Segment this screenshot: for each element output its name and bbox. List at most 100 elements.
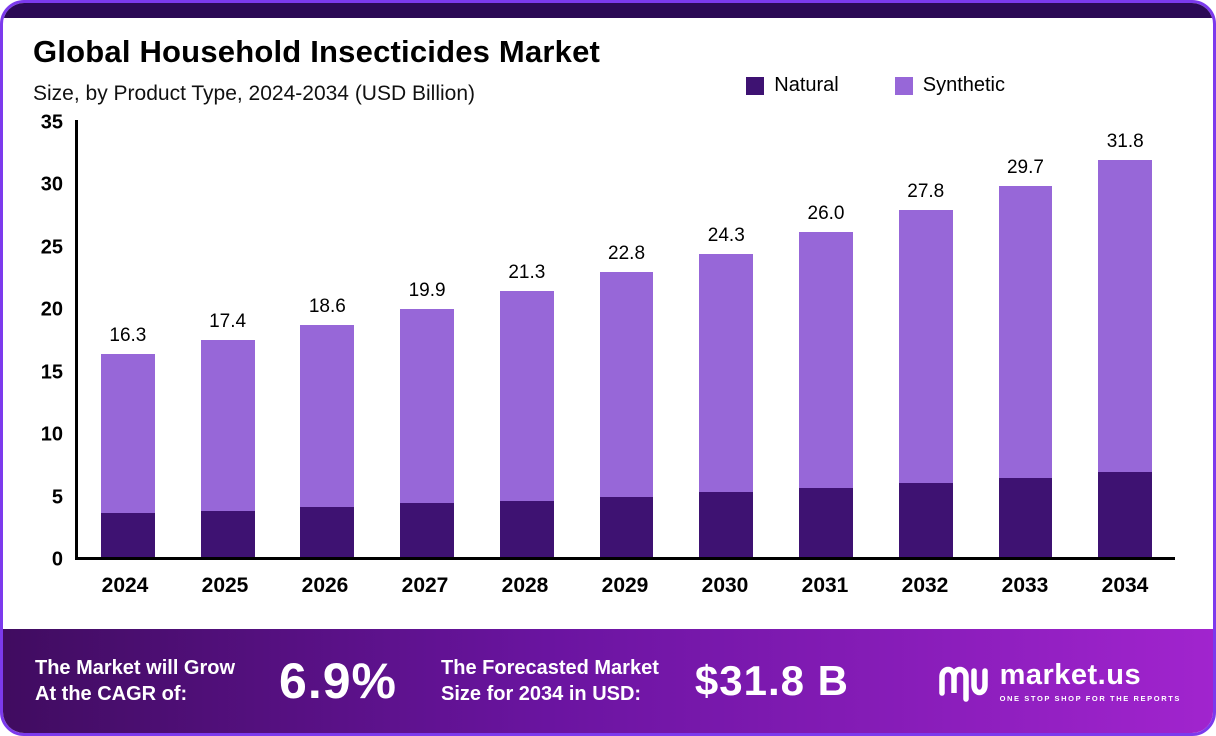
stacked-bar [799, 232, 853, 557]
plot-area: 16.3 17.4 18.6 19.9 21.3 22.8 24.3 26.0 27.8 29.7… [75, 120, 1175, 560]
bar-segment-synthetic [998, 186, 1053, 479]
legend-label-synthetic: Synthetic [922, 74, 1005, 96]
stacked-bar [998, 186, 1053, 557]
bar-segment-natural [799, 488, 853, 557]
legend-swatch-natural-icon [746, 76, 765, 95]
bar-segment-natural [200, 510, 255, 557]
x-axis-year-label: 2033 [1001, 574, 1049, 597]
bar-group: 24.3 [676, 120, 776, 557]
bar-group: 26.0 [776, 120, 876, 557]
cagr-value: 6.9% [279, 653, 398, 709]
bar-group: 19.9 [377, 120, 477, 557]
x-axis-year-label: 2030 [701, 574, 749, 597]
y-axis-tick-label: 15 [40, 361, 63, 384]
x-axis-year-label: 2031 [801, 574, 849, 597]
y-axis-tick-label: 30 [40, 173, 63, 196]
footer-banner: The Market will Grow At the CAGR of: 6.9… [3, 629, 1213, 733]
page-title: Global Household Insecticides Market [33, 34, 601, 69]
bar-group: 29.7 [976, 120, 1076, 557]
brand-text: market.us ONE STOP SHOP FOR THE REPORTS [1000, 659, 1181, 703]
bar-group: 18.6 [277, 120, 377, 557]
forecast-value: $31.8 B [694, 657, 849, 704]
brand-tagline: ONE STOP SHOP FOR THE REPORTS [999, 694, 1181, 703]
bar-group: 31.8 [1075, 120, 1175, 557]
x-axis-year-label: 2029 [601, 574, 649, 597]
bar-segment-synthetic [100, 353, 155, 514]
brand-name: market.us [999, 659, 1142, 691]
stacked-bar [1098, 159, 1153, 557]
y-axis-tick-label: 10 [40, 423, 63, 446]
bar-segment-synthetic [200, 339, 255, 511]
x-axis: 2024 2025 2026 2027 2028 2029 2030 2031 2032 2033… [3, 574, 1213, 598]
bar-segment-synthetic [499, 291, 554, 501]
bar-chart: 0 5 10 15 20 25 30 35 16.3 17.4 18.6 19.9 21.3 22.8 2… [3, 106, 1213, 571]
page-subtitle: Size, by Product Type, 2024-2034 (USD Bi… [33, 82, 476, 105]
bar-segment-natural [1098, 472, 1153, 557]
bar-segment-natural [499, 500, 554, 557]
cagr-label-line2: At the CAGR of: [35, 683, 188, 705]
bar-group: 22.8 [577, 120, 677, 557]
top-strip [3, 3, 1213, 18]
y-axis-tick-label: 5 [51, 486, 63, 509]
bar-group: 17.4 [178, 120, 278, 557]
bar-group: 21.3 [477, 120, 577, 557]
stacked-bar [300, 324, 355, 557]
y-axis-tick-label: 20 [40, 298, 63, 321]
bar-total-label: 26.0 [807, 203, 845, 225]
bar-total-label: 24.3 [707, 224, 745, 246]
bar-group: 27.8 [876, 120, 976, 557]
bar-segment-natural [400, 503, 454, 557]
bar-segment-synthetic [699, 253, 754, 493]
cagr-label: The Market will Grow At the CAGR of: [35, 655, 235, 707]
bar-segment-synthetic [300, 324, 355, 508]
bar-segment-natural [100, 513, 155, 557]
bar-segment-synthetic [799, 232, 853, 489]
bar-segment-synthetic [898, 209, 953, 484]
y-axis-tick-label: 0 [51, 548, 63, 571]
stacked-bar [200, 339, 255, 557]
y-axis-labels: 0 5 10 15 20 25 30 35 [19, 112, 75, 571]
legend-swatch-synthetic-icon [894, 76, 913, 95]
forecast-label-line1: The Forecasted Market [441, 657, 659, 679]
legend-label-natural: Natural [774, 74, 839, 96]
x-axis-year-label: 2026 [301, 574, 349, 597]
stacked-bar [100, 353, 155, 557]
x-axis-year-label: 2024 [101, 574, 149, 597]
bar-segment-natural [599, 497, 654, 557]
bar-total-label: 27.8 [907, 180, 945, 202]
chart-header: Global Household Insecticides Market Siz… [3, 18, 1213, 106]
bar-segment-natural [898, 483, 953, 557]
bar-group: 16.3 [78, 120, 178, 557]
market-us-logo-icon [938, 666, 988, 702]
bar-segment-synthetic [1098, 159, 1153, 473]
brand-logo-block: market.us ONE STOP SHOP FOR THE REPORTS [938, 659, 1181, 703]
y-axis-tick-label: 35 [40, 111, 63, 134]
bar-segment-natural [300, 507, 355, 557]
x-axis-year-label: 2027 [401, 574, 449, 597]
chart-legend: Natural Synthetic [746, 74, 1005, 97]
x-axis-labels: 2024 2025 2026 2027 2028 2029 2030 2031 2032 2033… [75, 574, 1175, 598]
bar-segment-synthetic [599, 272, 654, 498]
bar-total-label: 21.3 [508, 262, 546, 284]
x-axis-year-label: 2028 [501, 574, 549, 597]
bar-total-label: 31.8 [1106, 130, 1144, 152]
stacked-bar [699, 253, 754, 557]
bar-segment-natural [998, 478, 1053, 557]
x-axis-year-label: 2025 [201, 574, 249, 597]
bar-total-label: 29.7 [1006, 157, 1044, 179]
legend-item-synthetic: Synthetic [894, 74, 1005, 97]
bar-segment-synthetic [400, 308, 454, 504]
legend-item-natural: Natural [746, 74, 839, 97]
bar-total-label: 18.6 [308, 295, 346, 317]
bar-total-label: 17.4 [209, 310, 247, 332]
stacked-bar [400, 308, 454, 557]
stacked-bar [499, 291, 554, 557]
bar-total-label: 19.9 [408, 279, 446, 301]
x-axis-year-label: 2034 [1101, 574, 1149, 597]
stacked-bar [898, 209, 953, 557]
y-axis-tick-label: 25 [40, 236, 63, 259]
x-axis-year-label: 2032 [901, 574, 949, 597]
forecast-label-line2: Size for 2034 in USD: [441, 683, 642, 705]
cagr-label-line1: The Market will Grow [35, 657, 236, 679]
